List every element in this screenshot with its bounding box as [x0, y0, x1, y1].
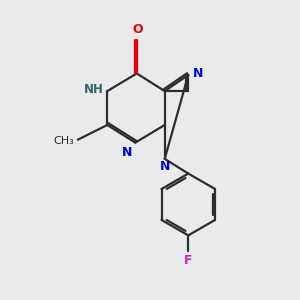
Text: O: O: [132, 23, 143, 36]
Text: N: N: [160, 160, 170, 173]
Text: N: N: [193, 67, 203, 80]
Text: F: F: [184, 254, 193, 267]
Text: N: N: [122, 146, 132, 159]
Text: CH₃: CH₃: [54, 136, 74, 146]
Text: NH: NH: [84, 83, 104, 96]
